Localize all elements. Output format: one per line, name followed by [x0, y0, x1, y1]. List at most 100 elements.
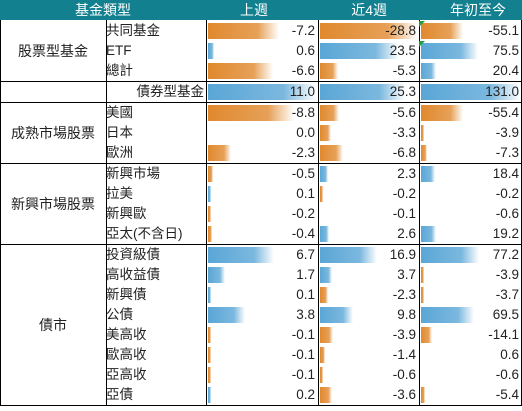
category-label: 股票型基金: [0, 21, 106, 81]
value-cell: -0.6: [318, 365, 419, 385]
value-text: -1.4: [392, 347, 416, 362]
value-cell: -5.6: [318, 103, 419, 123]
positive-bar: [421, 63, 437, 79]
value-text: 0.6: [500, 347, 519, 362]
negative-bar: [421, 145, 427, 161]
value-text: -2.3: [291, 145, 315, 160]
negative-bar: [320, 186, 323, 202]
value-text: -0.1: [291, 327, 315, 342]
negative-bar: [421, 23, 463, 39]
value-cell: -0.2: [419, 184, 522, 204]
value-text: 23.5: [389, 43, 416, 58]
value-text: -6.6: [291, 63, 315, 78]
value-cell: -0.2: [206, 204, 318, 224]
group-divider: [0, 405, 522, 406]
value-cell: -0.1: [318, 204, 419, 224]
header-ytd: 年初至今: [450, 2, 506, 18]
value-cell: -0.1: [206, 325, 318, 345]
value-cell: 3.7: [318, 265, 419, 285]
table-row: 投資級債 6.7 16.9 77.2: [106, 245, 522, 265]
value-cell: 0.1: [206, 184, 318, 204]
value-cell: -0.4: [206, 224, 318, 244]
table-row: 亞債 0.2 -3.6 -5.4: [106, 385, 522, 405]
category-label: 債市: [0, 245, 106, 405]
table-row: 日本 0.0 -3.3 -3.9: [106, 123, 522, 143]
value-text: 0.1: [296, 186, 315, 201]
row-label: 亞債: [106, 387, 133, 402]
column-divider: [419, 20, 420, 406]
table-row: 新興市場 -0.5 2.3 18.4: [106, 164, 522, 184]
positive-bar: [208, 267, 225, 283]
value-text: -0.5: [291, 166, 315, 181]
positive-bar: [421, 166, 435, 182]
positive-bar: [208, 287, 211, 303]
value-text: 6.7: [296, 247, 315, 262]
value-cell: 2.6: [318, 224, 419, 244]
positive-bar: [421, 307, 474, 323]
value-text: -0.1: [291, 367, 315, 382]
header-4weeks: 近4週: [351, 2, 387, 18]
value-text: -0.1: [392, 206, 416, 221]
row-label: 亞太(不含日): [106, 226, 183, 241]
value-text: 19.2: [492, 226, 519, 241]
negative-bar: [208, 206, 211, 222]
value-cell: -0.1: [206, 345, 318, 365]
negative-bar: [320, 145, 343, 161]
positive-bar: [421, 84, 520, 100]
value-cell: -55.1: [419, 21, 522, 41]
value-text: 20.4: [492, 63, 519, 78]
column-divider: [106, 20, 107, 406]
negative-bar: [421, 125, 424, 141]
value-text: -5.3: [392, 63, 416, 78]
value-cell: 131.0: [419, 82, 522, 102]
positive-bar: [208, 307, 246, 323]
negative-bar: [320, 125, 332, 141]
value-text: 3.7: [397, 267, 416, 282]
table-row: 高收益債 1.7 3.7 -3.9: [106, 265, 522, 285]
negative-bar: [208, 23, 279, 39]
value-cell: 1.7: [206, 265, 318, 285]
value-text: 2.6: [397, 226, 416, 241]
column-divider: [0, 20, 1, 406]
positive-bar: [421, 247, 480, 263]
table-row: 拉美 0.1 -0.2 -0.2: [106, 184, 522, 204]
table-row: 公債 3.8 9.8 69.5: [106, 305, 522, 325]
table-row: 債券型基金 11.0 25.3 131.0: [0, 82, 522, 102]
value-cell: 75.5: [419, 41, 522, 61]
value-text: -6.8: [392, 145, 416, 160]
value-cell: -3.9: [419, 265, 522, 285]
header-category: 基金類型: [75, 2, 131, 18]
positive-bar: [320, 84, 406, 100]
row-label: 新興市場: [106, 166, 160, 181]
table-row: 歐高收 -0.1 -1.4 0.6: [106, 345, 522, 365]
value-text: 0.2: [296, 387, 315, 402]
value-cell: -14.1: [419, 325, 522, 345]
category-label: 新興市場股票: [0, 164, 106, 244]
row-label: 新興歐: [106, 206, 147, 221]
value-cell: -3.3: [318, 123, 419, 143]
negative-bar: [421, 287, 424, 303]
value-cell: 3.8: [206, 305, 318, 325]
row-label: 美高收: [106, 327, 147, 342]
positive-bar: [320, 307, 353, 323]
value-text: -0.2: [392, 186, 416, 201]
header-week: 上週: [240, 2, 268, 18]
value-cell: 0.2: [206, 385, 318, 405]
value-cell: 9.8: [318, 305, 419, 325]
row-label: 拉美: [106, 186, 133, 201]
value-text: 25.3: [389, 84, 416, 99]
value-cell: -0.1: [206, 365, 318, 385]
positive-bar: [320, 43, 400, 59]
value-text: -0.6: [495, 367, 519, 382]
row-label: 總計: [106, 63, 133, 78]
value-text: -14.1: [488, 327, 519, 342]
table-header: 基金類型 上週 近4週 年初至今: [0, 0, 522, 20]
value-cell: 0.6: [206, 41, 318, 61]
value-cell: 18.4: [419, 164, 522, 184]
row-label: 新興債: [106, 287, 147, 302]
value-text: -0.2: [495, 186, 519, 201]
value-cell: -3.7: [419, 285, 522, 305]
negative-bar: [208, 166, 213, 182]
table-row: 亞太(不含日) -0.4 2.6 19.2: [106, 224, 522, 244]
